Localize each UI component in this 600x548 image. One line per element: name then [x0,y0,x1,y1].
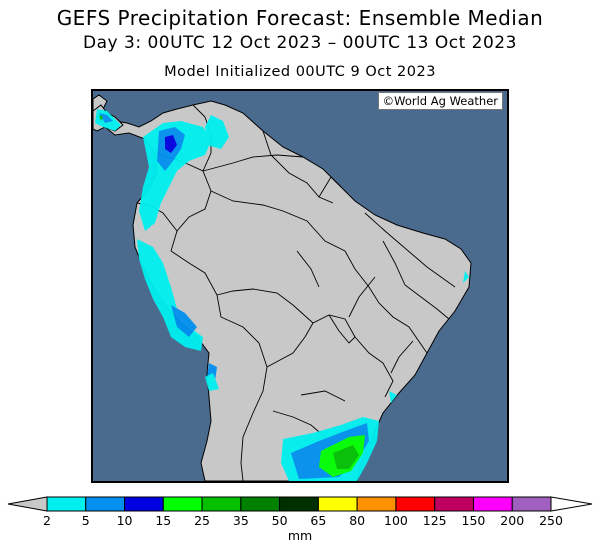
colorbar-box-2 [124,496,164,512]
country-borders [136,104,456,481]
colorbar-box-11 [472,496,513,512]
colorbar-box-8 [356,496,397,512]
precipitation-map: ©World Ag Weather [91,89,509,483]
colorbar-box-10 [434,496,474,512]
colorbar-tick-label: 125 [422,513,447,528]
colorbar-tick-label: 10 [116,513,133,528]
colorbar-unit: mm [287,528,313,543]
model-init-time: Model Initialized 00UTC 9 Oct 2023 [164,64,436,80]
colorbar [7,496,593,512]
colorbar-tick-label: 35 [232,513,249,528]
colorbar-tick-label: 200 [500,513,525,528]
colorbar-over-arrow [550,496,593,512]
colorbar-tick-label: 25 [194,513,211,528]
colorbar-tick-label: 250 [539,513,563,528]
map-canvas [93,91,507,481]
colorbar-tick-label: 5 [81,513,90,528]
forecast-period: Day 3: 00UTC 12 Oct 2023 – 00UTC 13 Oct … [83,33,517,53]
colorbar-box-3 [162,496,203,512]
colorbar-box-12 [511,496,552,512]
colorbar-tick-label: 65 [310,513,327,528]
colorbar-under-arrow [7,496,48,512]
colorbar-box-6 [279,496,319,512]
colorbar-tick-label: 80 [349,513,366,528]
colorbar-boxes [46,496,552,512]
colorbar-box-5 [240,496,281,512]
colorbar-tick-label: 2 [43,513,51,528]
colorbar-tick-label: 50 [271,513,288,528]
colorbar-box-4 [201,496,242,512]
precip-shading [95,109,469,481]
colorbar-box-0 [46,496,87,512]
colorbar-box-7 [317,496,358,512]
colorbar-tick-label: 150 [461,513,486,528]
map-title: GEFS Precipitation Forecast: Ensemble Me… [56,6,544,30]
colorbar-tick-label: 15 [155,513,172,528]
colorbar-box-1 [85,496,126,512]
colorbar-tick-label: 100 [383,513,408,528]
credit-label: ©World Ag Weather [377,92,503,110]
colorbar-box-9 [395,496,436,512]
